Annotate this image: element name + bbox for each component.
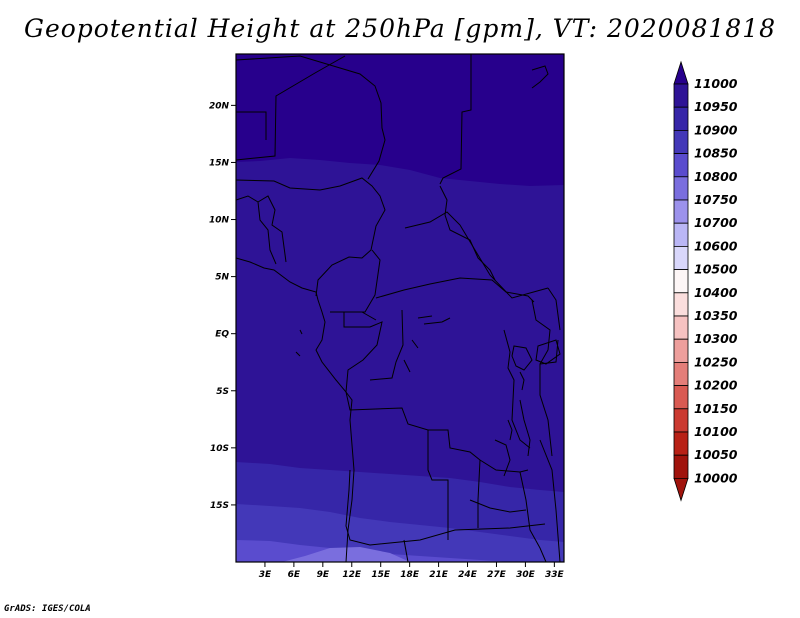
colorbar-label: 10950 — [694, 99, 738, 114]
colorbar-label: 10700 — [694, 215, 738, 230]
colorbar-segment — [673, 408, 689, 433]
colorbar-segment — [673, 315, 689, 340]
colorbar-bottom-arrow — [673, 477, 689, 502]
colorbar-label: 10150 — [694, 401, 738, 416]
colorbar-label: 10800 — [694, 169, 738, 184]
colorbar-legend: 11000 10950 10900 10850 10800 10750 10700 10600… — [673, 60, 738, 502]
lat-label: 20N — [209, 101, 230, 111]
colorbar-label: 10400 — [694, 285, 738, 300]
lon-label: 15E — [371, 570, 391, 580]
coastlines — [236, 65, 561, 562]
lon-label: 3E — [259, 570, 272, 580]
colorbar-segment — [673, 176, 689, 201]
lon-label: 18E — [400, 570, 420, 580]
colorbar-label: 10000 — [694, 470, 738, 485]
colorbar-label: 10100 — [694, 424, 738, 439]
lat-label: 5S — [216, 387, 229, 397]
colorbar-segment — [673, 83, 689, 108]
colorbar-label: 11000 — [694, 76, 738, 91]
colorbar-segment — [673, 106, 689, 131]
lon-label: 24E — [458, 570, 478, 580]
colorbar-segment — [673, 385, 689, 410]
lon-label: 6E — [288, 570, 301, 580]
colorbar-label: 10350 — [694, 308, 738, 323]
map-frame — [235, 53, 565, 563]
lat-label: 10N — [209, 216, 230, 226]
lat-label: 15N — [209, 158, 230, 168]
colorbar-segment — [673, 245, 689, 270]
grads-credit: GrADS: IGES/COLA — [4, 604, 91, 614]
colorbar-segment — [673, 431, 689, 456]
colorbar-segment — [673, 222, 689, 247]
colorbar-label: 10200 — [694, 378, 738, 393]
lon-label: 12E — [342, 570, 362, 580]
lon-label: 30E — [516, 570, 536, 580]
colorbar-segment — [673, 454, 689, 479]
lon-label: 9E — [317, 570, 330, 580]
lon-label: 33E — [545, 570, 565, 580]
longitude-axis: 3E 6E 9E 12E 15E 18E 21E 24E 27E 30E 33E — [259, 562, 565, 580]
lat-label: 15S — [210, 501, 229, 511]
map-title: Geopotential Height at 250hPa [gpm], VT:… — [23, 14, 777, 43]
colorbar-label: 10050 — [694, 447, 738, 462]
latitude-axis: 20N 15N 10N 5N EQ 5S 10S 15S — [209, 101, 236, 511]
country-borders — [236, 54, 561, 562]
colorbar-label: 10750 — [694, 192, 738, 207]
colorbar-label: 10500 — [694, 262, 738, 277]
lat-label: 10S — [210, 444, 229, 454]
lat-label: 5N — [215, 273, 229, 283]
colorbar-label: 10900 — [694, 122, 738, 137]
colorbar-label: 10250 — [694, 354, 738, 369]
colorbar-label: 10850 — [694, 146, 738, 161]
colorbar-segment — [673, 269, 689, 294]
colorbar-segment — [673, 361, 689, 386]
colorbar-segment — [673, 292, 689, 317]
lon-label: 27E — [487, 570, 507, 580]
colorbar-top-arrow — [673, 60, 689, 85]
colorbar-label: 10300 — [694, 331, 738, 346]
lon-label: 21E — [429, 570, 449, 580]
colorbar-segment — [673, 199, 689, 224]
lat-label: EQ — [215, 330, 229, 340]
colorbar-segment — [673, 153, 689, 178]
colorbar-label: 10600 — [694, 238, 738, 253]
colorbar-segment — [673, 129, 689, 154]
colorbar-segment — [673, 338, 689, 363]
